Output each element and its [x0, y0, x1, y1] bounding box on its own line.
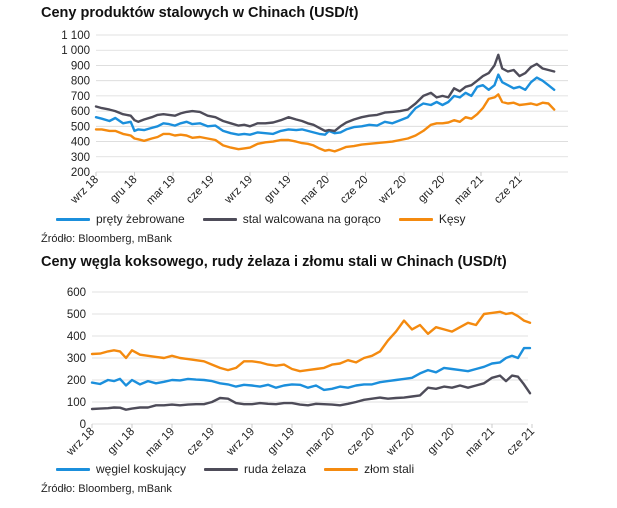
legend-label: Kęsy — [438, 212, 466, 226]
x-tick-label: cze 21 — [505, 426, 537, 458]
x-tick-label: gru 19 — [266, 426, 298, 458]
x-tick-label: wrz 19 — [224, 426, 257, 459]
y-tick-label: 300 — [67, 353, 86, 365]
y-tick-label: 500 — [67, 309, 86, 321]
y-tick-label: 400 — [67, 331, 86, 343]
x-tick-label: mar 20 — [303, 426, 337, 460]
y-tick-label: 200 — [67, 375, 86, 387]
legend-item-1: węgiel koskujący — [56, 462, 186, 476]
chart-1-legend: pręty żebrowane stal walcowana na gorąco K… — [56, 212, 484, 226]
legend-swatch — [398, 217, 433, 221]
legend-item-2: stal walcowana na gorąco — [202, 212, 381, 226]
chart-1-source: Źródło: Bloomberg, mBank — [41, 233, 172, 245]
legend-swatch — [56, 217, 90, 221]
series-line-1 — [90, 346, 532, 392]
y-tick-label: 200 — [71, 167, 90, 179]
x-tick-label: gru 18 — [106, 426, 138, 458]
legend-swatch — [202, 217, 237, 221]
legend-item-3: Kęsy — [398, 212, 466, 226]
legend-item-3: złom stali — [324, 462, 414, 476]
series-line-2 — [90, 374, 532, 411]
legend-item-1: pręty żebrowane — [56, 212, 185, 226]
legend-swatch — [204, 467, 239, 471]
y-tick-label: 500 — [71, 121, 90, 133]
y-tick-label: 600 — [71, 106, 90, 118]
y-tick-label: 1 000 — [61, 45, 90, 57]
series-line-3 — [90, 310, 532, 373]
x-tick-label: wrz 20 — [384, 426, 417, 459]
x-tick-label: mar 19 — [143, 426, 177, 460]
chart-1-title: Ceny produktów stalowych w Chinach (USD/… — [41, 5, 359, 21]
x-tick-label: cze 19 — [185, 426, 217, 458]
legend-label: stal walcowana na gorąco — [242, 212, 381, 226]
y-tick-label: 700 — [71, 91, 90, 103]
y-tick-label: 600 — [67, 287, 86, 299]
y-tick-label: 300 — [71, 152, 90, 164]
y-tick-label: 400 — [71, 137, 90, 149]
legend-label: złom stali — [364, 462, 415, 476]
y-tick-label: 1 100 — [61, 30, 90, 42]
x-tick-label: gru 20 — [426, 426, 458, 458]
y-tick-label: 100 — [67, 397, 86, 409]
legend-swatch — [324, 467, 359, 471]
x-tick-label: mar 21 — [463, 426, 497, 460]
legend-label: węgiel koskujący — [96, 462, 187, 476]
legend-label: ruda żelaza — [244, 462, 307, 476]
legend-swatch — [56, 467, 90, 471]
y-tick-label: 800 — [71, 76, 90, 88]
chart-2-source: Źródło: Bloomberg, mBank — [41, 483, 172, 495]
y-tick-label: 0 — [80, 419, 86, 431]
legend-item-2: ruda żelaza — [204, 462, 306, 476]
x-tick-label: cze 20 — [345, 426, 377, 458]
chart-2-legend: węgiel koskujący ruda żelaza złom stali — [56, 462, 432, 476]
series-line-3 — [94, 93, 556, 153]
y-tick-label: 900 — [71, 60, 90, 72]
series-line-2 — [94, 53, 556, 133]
chart-2-title: Ceny węgla koksowego, rudy żelaza i złom… — [41, 254, 507, 270]
legend-label: pręty żebrowane — [96, 212, 185, 226]
